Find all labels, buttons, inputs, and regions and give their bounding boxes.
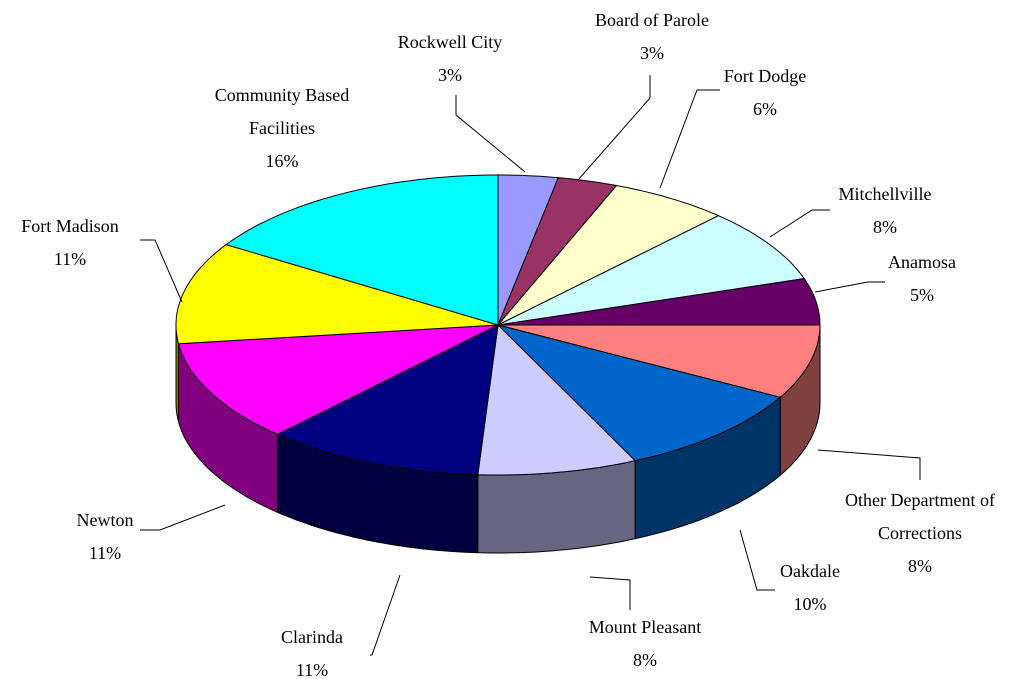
category-label: Fort Madison: [21, 216, 119, 236]
value-label: 16%: [265, 151, 299, 171]
leader-line: [140, 239, 183, 303]
category-label: Clarinda: [281, 627, 343, 647]
value-label: 8%: [633, 650, 657, 670]
slice-label: Newton 11%: [45, 504, 165, 570]
slice: [497, 184, 720, 326]
value-label: 8%: [908, 556, 932, 576]
category-label: Newton: [76, 510, 134, 530]
slice-label: Clarinda 11%: [252, 621, 372, 679]
category-label: Mitchellville: [838, 184, 932, 204]
value-label: 8%: [873, 217, 897, 237]
slice: [477, 323, 637, 476]
slice: [497, 324, 821, 398]
slice: [497, 278, 821, 326]
category-label: Mount Pleasant: [588, 617, 702, 637]
category-label: Rockwell City: [397, 32, 503, 52]
value-label: 11%: [295, 660, 329, 679]
slice-label: Oakdale 10%: [750, 555, 870, 621]
leader-line: [577, 75, 651, 181]
category-label: Oakdale: [780, 561, 840, 581]
slice-label: Other Department of Corrections 8%: [820, 484, 1015, 583]
slice-label: Rockwell City 3%: [380, 26, 520, 92]
category-label: Community Based Facilities: [214, 85, 350, 138]
leader-line: [817, 449, 921, 480]
value-label: 3%: [438, 65, 462, 85]
slice-label: Fort Dodge 6%: [695, 60, 835, 126]
category-label: Other Department of Corrections: [845, 490, 995, 543]
leader-line: [769, 209, 830, 238]
leader-line: [739, 529, 775, 591]
slice: [497, 215, 806, 326]
slice-label: Mount Pleasant 8%: [555, 611, 735, 677]
leader-line: [589, 576, 631, 610]
slice-label: Fort Madison 11%: [0, 210, 145, 276]
slice: [224, 174, 499, 326]
slice: [496, 324, 782, 462]
value-label: 5%: [910, 285, 934, 305]
slice: [177, 324, 499, 435]
slice: [175, 244, 499, 345]
value-label: 11%: [88, 543, 122, 563]
category-label: Anamosa: [888, 252, 956, 272]
leader-line: [814, 281, 885, 293]
category-label: Board of Parole: [595, 10, 709, 30]
slice: [276, 324, 499, 476]
leader-line: [370, 574, 401, 656]
leader-line: [455, 95, 526, 173]
category-label: Fort Dodge: [723, 66, 807, 86]
value-label: 6%: [753, 99, 777, 119]
slice-label: Board of Parole 3%: [572, 4, 732, 70]
value-label: 10%: [793, 594, 827, 614]
value-label: 3%: [640, 43, 664, 63]
slice-label: Mitchellville 8%: [815, 178, 955, 244]
slice: [497, 177, 618, 326]
leader-line: [659, 89, 720, 189]
value-label: 11%: [53, 249, 87, 269]
slice-label: Community Based Facilities 16%: [202, 79, 362, 178]
slice-label: Anamosa 5%: [862, 246, 982, 312]
leader-line: [140, 504, 226, 531]
